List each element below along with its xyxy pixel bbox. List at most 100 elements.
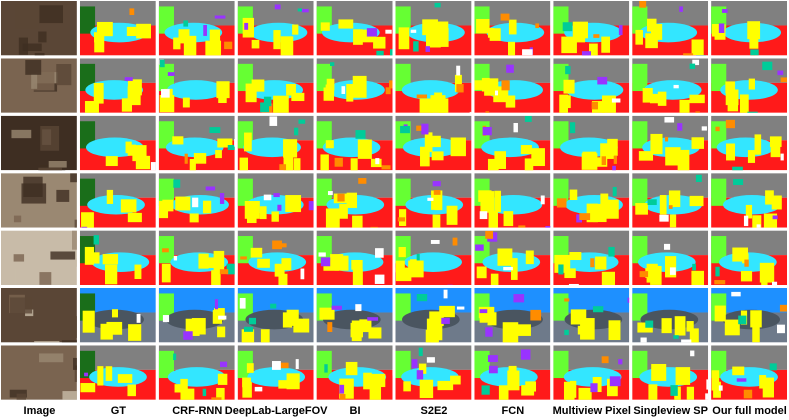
chair: [273, 95, 289, 113]
cell: [553, 230, 630, 286]
noise: [243, 326, 254, 332]
chair: [339, 203, 348, 219]
chair: [283, 139, 298, 158]
cell: [316, 1, 393, 56]
noise: [647, 199, 657, 206]
chair: [419, 379, 434, 399]
chair: [578, 387, 592, 400]
noise: [744, 259, 749, 267]
photo-patch: [13, 254, 25, 262]
photo-patch: [40, 125, 60, 151]
chair: [180, 378, 188, 393]
noise: [203, 24, 207, 36]
cell: [395, 58, 472, 113]
noise: [390, 49, 393, 56]
cell: [711, 1, 787, 56]
cell: [237, 288, 314, 343]
noise: [743, 215, 749, 227]
cell-content: [553, 1, 630, 56]
chair: [498, 385, 509, 400]
noise: [535, 23, 540, 29]
noise: [418, 347, 423, 357]
side: [632, 6, 648, 34]
noise: [597, 76, 608, 85]
cell: [632, 288, 709, 343]
noise: [673, 335, 679, 339]
cell-content: [395, 173, 472, 228]
noise: [593, 34, 600, 38]
noise: [612, 165, 616, 171]
side: [158, 350, 174, 379]
column-label: Our full model: [712, 405, 787, 417]
noise: [161, 89, 170, 98]
cell: [711, 345, 787, 400]
noise: [183, 331, 193, 340]
cell-content: [316, 288, 393, 343]
cell: [553, 288, 630, 343]
cell: [395, 1, 472, 56]
chair: [759, 375, 767, 389]
cell-content: [1, 345, 77, 400]
side: [316, 350, 332, 379]
noise: [469, 111, 472, 113]
chair: [105, 156, 118, 167]
noise: [254, 386, 263, 392]
noise: [432, 181, 441, 187]
noise: [421, 123, 429, 135]
cell: [79, 230, 156, 285]
cell: [158, 230, 235, 286]
noise: [564, 298, 570, 302]
noise: [327, 191, 333, 196]
noise: [219, 269, 229, 275]
cell: [1, 115, 77, 171]
noise: [452, 237, 458, 246]
noise: [715, 266, 720, 277]
chair: [559, 94, 569, 113]
column-label: DeepLab-LargeFOV: [225, 405, 328, 417]
noise: [743, 389, 753, 399]
side: [553, 350, 569, 379]
chair: [668, 190, 681, 208]
noise: [556, 198, 567, 208]
noise: [663, 243, 671, 250]
noise: [562, 22, 573, 32]
photo-patch: [56, 64, 72, 86]
noise: [136, 313, 141, 323]
chair: [494, 151, 507, 169]
chair: [608, 320, 621, 341]
chair: [106, 189, 114, 204]
side: [237, 178, 253, 206]
chair: [173, 37, 181, 50]
chair: [202, 257, 216, 269]
noise: [695, 111, 700, 113]
noise: [714, 280, 726, 285]
cell-content: [395, 58, 472, 113]
cell: [79, 115, 156, 171]
cell: [316, 173, 393, 228]
chair: [403, 381, 411, 392]
cell: [474, 345, 551, 400]
chair: [85, 252, 100, 264]
noise: [205, 186, 216, 191]
noise: [776, 324, 785, 334]
chair: [649, 93, 662, 104]
chair: [283, 151, 294, 171]
photo-patch: [48, 160, 67, 168]
noise: [501, 80, 510, 91]
noise: [601, 356, 609, 364]
photo-patch: [13, 215, 22, 223]
photo-patch: [39, 5, 64, 24]
noise: [673, 84, 679, 89]
noise: [522, 49, 533, 56]
chair: [524, 158, 534, 171]
noise: [416, 293, 428, 302]
cell-content: [158, 230, 235, 286]
side: [158, 121, 174, 149]
chair: [564, 95, 571, 109]
noise: [681, 339, 692, 343]
noise: [248, 317, 257, 325]
chair: [754, 134, 762, 155]
noise: [613, 155, 617, 164]
noise: [162, 315, 170, 323]
chair: [586, 203, 598, 223]
